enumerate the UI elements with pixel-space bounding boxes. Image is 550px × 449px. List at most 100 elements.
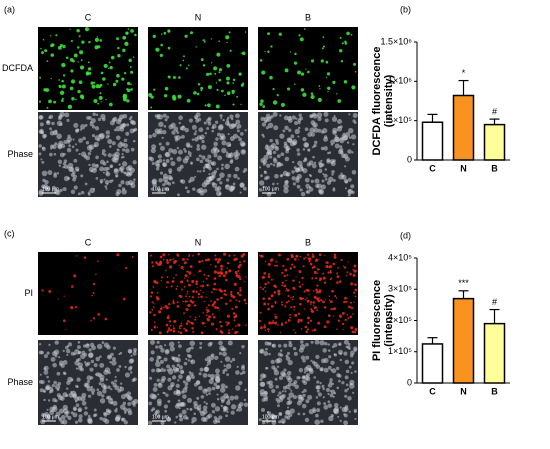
cell xyxy=(221,140,227,146)
cell xyxy=(320,184,326,190)
cell xyxy=(65,414,69,418)
cell xyxy=(276,404,280,408)
cell xyxy=(62,360,68,365)
cell xyxy=(181,402,186,407)
cell xyxy=(241,51,246,56)
cell xyxy=(155,47,160,52)
cell xyxy=(99,374,105,380)
cell xyxy=(103,178,106,181)
cell xyxy=(269,75,273,80)
cell xyxy=(77,61,79,63)
cell xyxy=(186,397,192,403)
cell xyxy=(124,365,127,369)
cell xyxy=(201,260,204,263)
cell xyxy=(232,133,238,139)
cell xyxy=(263,170,267,173)
cell xyxy=(190,408,193,411)
cell xyxy=(109,164,113,168)
cell xyxy=(60,363,65,368)
cell xyxy=(120,394,126,400)
cell xyxy=(65,56,69,60)
cell xyxy=(65,328,67,331)
cell xyxy=(196,147,201,151)
cell xyxy=(163,94,168,98)
cell xyxy=(236,124,242,129)
cell xyxy=(339,406,342,409)
cell xyxy=(312,409,317,413)
cell xyxy=(215,137,219,141)
cell xyxy=(275,139,279,143)
cell xyxy=(150,409,154,412)
cell xyxy=(45,186,51,192)
cell xyxy=(261,275,265,279)
panel-label: (d) xyxy=(400,230,411,240)
cell xyxy=(107,139,113,145)
cell xyxy=(62,349,65,353)
cell xyxy=(336,281,339,284)
cell xyxy=(200,331,204,335)
cell xyxy=(324,298,327,300)
cell xyxy=(235,113,240,119)
cell xyxy=(43,370,49,375)
cell xyxy=(94,126,100,131)
cell xyxy=(160,348,165,353)
cell xyxy=(180,322,183,324)
cell xyxy=(99,83,103,87)
cell xyxy=(214,305,217,309)
cell xyxy=(155,345,159,349)
cell xyxy=(280,301,283,304)
cell xyxy=(47,380,51,383)
cell xyxy=(228,186,235,192)
cell xyxy=(353,264,357,268)
cell xyxy=(200,58,204,61)
cell xyxy=(90,376,94,380)
cell xyxy=(212,419,218,425)
cell xyxy=(307,70,310,74)
cell xyxy=(99,179,104,183)
cell xyxy=(206,126,210,130)
cell xyxy=(158,344,163,350)
cell xyxy=(351,85,356,90)
cell xyxy=(298,285,302,288)
cell xyxy=(212,302,215,306)
cell xyxy=(113,128,117,132)
cell xyxy=(165,348,170,354)
cell xyxy=(207,116,212,121)
cell xyxy=(150,350,155,355)
cell xyxy=(39,122,44,127)
cell xyxy=(330,389,336,395)
cell xyxy=(263,302,267,306)
cell xyxy=(283,187,289,194)
cell xyxy=(348,347,351,350)
cell xyxy=(336,328,338,330)
cell xyxy=(50,44,54,48)
cell xyxy=(115,407,118,410)
cell xyxy=(338,280,342,283)
y-tick-label: 3×10⁵ xyxy=(388,284,412,294)
cell xyxy=(305,330,308,334)
cell xyxy=(295,254,299,258)
x-tick-label: C xyxy=(429,163,436,173)
cell xyxy=(155,261,158,265)
cell xyxy=(329,381,333,384)
cell xyxy=(152,265,155,268)
cell xyxy=(350,350,355,356)
row-label: DCFDA xyxy=(2,63,33,73)
cell xyxy=(112,400,118,406)
cell xyxy=(118,183,122,188)
cell xyxy=(157,263,160,266)
cell xyxy=(76,128,80,132)
cell xyxy=(240,103,242,106)
cell xyxy=(303,308,306,310)
cell xyxy=(349,383,355,389)
cell xyxy=(331,170,335,174)
cell xyxy=(214,376,221,383)
cell xyxy=(87,152,92,156)
cell xyxy=(197,271,200,273)
cell xyxy=(78,35,81,38)
cell xyxy=(231,117,234,121)
cell xyxy=(237,323,241,327)
cell xyxy=(192,330,195,333)
cell xyxy=(271,414,277,420)
cell xyxy=(228,254,231,257)
